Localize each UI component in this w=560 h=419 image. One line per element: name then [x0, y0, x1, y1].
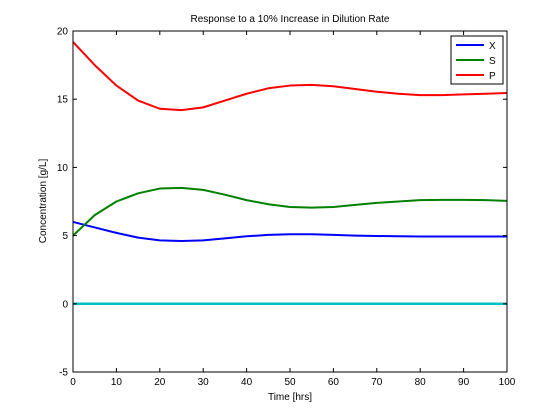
x-tick-label: 80 — [415, 377, 427, 388]
x-tick-label: 10 — [111, 377, 123, 388]
series-line-s — [72, 186, 508, 237]
y-tick-label: 10 — [57, 163, 69, 174]
x-tick-label: 50 — [284, 377, 296, 388]
x-tick-label: 40 — [241, 377, 253, 388]
y-axis-label: Concentration [g/L] — [38, 159, 49, 244]
series-line-p — [72, 41, 508, 112]
x-axis-label: Time [hrs] — [268, 392, 312, 403]
legend-label-s: S — [489, 56, 496, 67]
x-tick-label: 70 — [371, 377, 383, 388]
y-tick-label: 15 — [57, 95, 69, 106]
x-tick-label: 90 — [458, 377, 470, 388]
plot-background — [73, 31, 507, 372]
y-tick-label: -5 — [59, 368, 68, 379]
legend: X S P — [450, 35, 504, 85]
y-tick-label: 20 — [57, 27, 69, 38]
y-tick-label: 0 — [62, 299, 68, 310]
x-tick-label: 30 — [198, 377, 210, 388]
y-tick-label: 5 — [62, 231, 68, 242]
series-layer — [72, 41, 508, 306]
legend-label-p: P — [489, 71, 496, 82]
series-line-x — [72, 220, 507, 243]
x-tick-label: 0 — [70, 377, 76, 388]
x-tick-label: 20 — [154, 377, 166, 388]
x-tick-label: 100 — [499, 377, 516, 388]
x-tick-label: 60 — [328, 377, 340, 388]
chart-title: Response to a 10% Increase in Dilution R… — [190, 14, 389, 25]
plot-frame — [72, 30, 508, 373]
legend-label-x: X — [489, 41, 496, 52]
